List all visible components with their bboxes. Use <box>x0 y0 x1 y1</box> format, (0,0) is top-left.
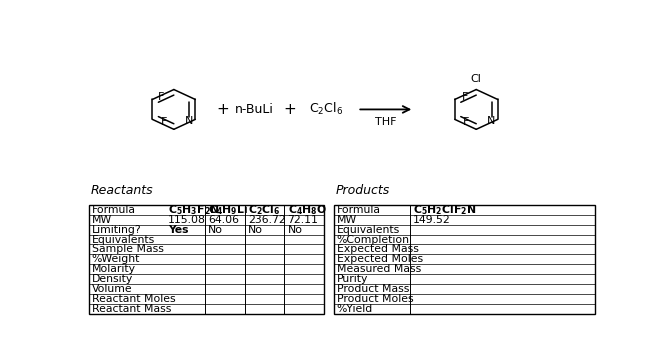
Text: $\mathbf{C_4H_8O}$: $\mathbf{C_4H_8O}$ <box>287 203 327 216</box>
Text: F: F <box>462 92 468 102</box>
Text: $\mathrm{C_2Cl_6}$: $\mathrm{C_2Cl_6}$ <box>309 101 344 117</box>
Text: No: No <box>208 225 223 235</box>
Text: Formula: Formula <box>337 205 381 215</box>
Text: $\mathbf{C_4H_9Li}$: $\mathbf{C_4H_9Li}$ <box>208 203 248 216</box>
Text: THF: THF <box>375 117 396 127</box>
Text: Expected Mass: Expected Mass <box>337 244 419 255</box>
Text: Cl: Cl <box>471 74 482 84</box>
Text: Product Moles: Product Moles <box>337 294 414 304</box>
Text: Product Mass: Product Mass <box>337 284 409 294</box>
Text: Limiting?: Limiting? <box>91 225 141 235</box>
Bar <box>89 205 324 314</box>
Text: Formula: Formula <box>91 205 135 215</box>
Text: Reactants: Reactants <box>91 185 154 197</box>
Text: F: F <box>157 92 164 102</box>
Text: Expected Moles: Expected Moles <box>337 255 423 264</box>
FancyArrowPatch shape <box>360 106 410 113</box>
Text: No: No <box>247 225 263 235</box>
Text: $\mathbf{C_5H_3F_2N}$: $\mathbf{C_5H_3F_2N}$ <box>168 203 220 216</box>
Text: F: F <box>463 117 470 127</box>
Text: MW: MW <box>91 215 112 225</box>
Text: +: + <box>217 102 229 117</box>
Text: Equivalents: Equivalents <box>91 234 155 244</box>
Text: No: No <box>287 225 303 235</box>
Text: MW: MW <box>337 215 357 225</box>
Text: F: F <box>161 117 167 127</box>
Text: Density: Density <box>91 274 133 284</box>
Text: N: N <box>488 116 496 126</box>
Text: %Yield: %Yield <box>337 304 373 314</box>
Text: %Weight: %Weight <box>91 255 140 264</box>
Text: Products: Products <box>336 185 390 197</box>
Text: 236.72: 236.72 <box>247 215 285 225</box>
Text: $\mathbf{C_2Cl_6}$: $\mathbf{C_2Cl_6}$ <box>247 203 280 216</box>
Text: 115.08: 115.08 <box>168 215 206 225</box>
Text: Molarity: Molarity <box>91 264 135 274</box>
Text: 149.52: 149.52 <box>413 215 451 225</box>
Text: %Completion: %Completion <box>337 234 410 244</box>
Text: +: + <box>283 102 297 117</box>
Text: n-BuLi: n-BuLi <box>235 103 273 116</box>
Text: 72.11: 72.11 <box>287 215 318 225</box>
Text: Purity: Purity <box>337 274 368 284</box>
Text: Equivalents: Equivalents <box>337 225 400 235</box>
Text: $\mathbf{C_5H_2ClF_2N}$: $\mathbf{C_5H_2ClF_2N}$ <box>413 203 477 216</box>
Text: Measured Mass: Measured Mass <box>337 264 421 274</box>
Text: Volume: Volume <box>91 284 132 294</box>
Text: Reactant Moles: Reactant Moles <box>91 294 175 304</box>
Text: N: N <box>185 116 193 126</box>
Text: Sample Mass: Sample Mass <box>91 244 163 255</box>
Text: 64.06: 64.06 <box>208 215 239 225</box>
Bar <box>334 205 595 314</box>
Text: Yes: Yes <box>168 225 189 235</box>
Text: Reactant Mass: Reactant Mass <box>91 304 171 314</box>
